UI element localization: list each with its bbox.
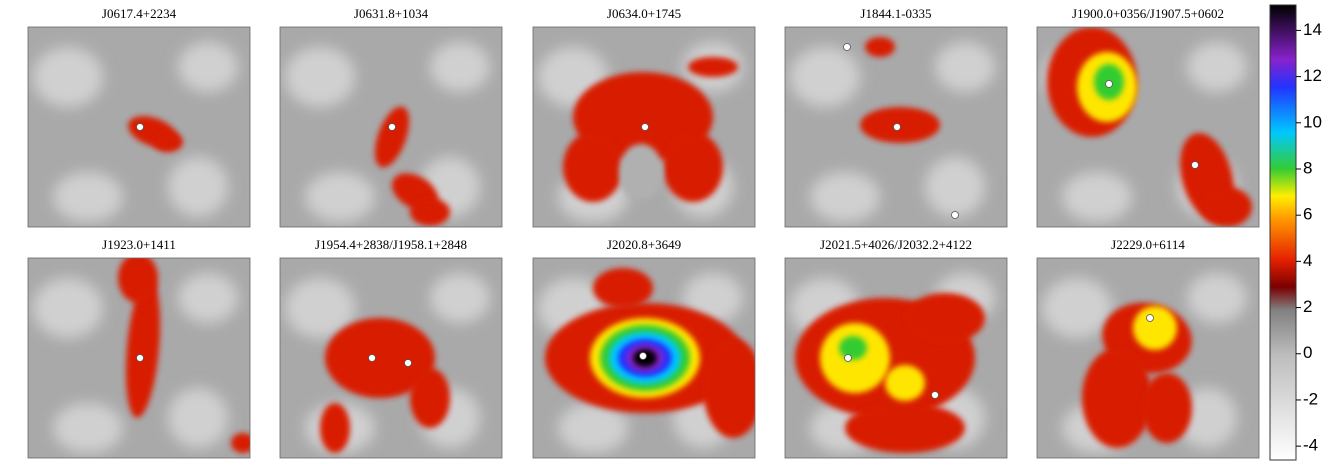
- map-texture: [178, 42, 238, 92]
- colorbar-tick-label: 12: [1303, 66, 1322, 85]
- map-texture: [178, 273, 238, 323]
- map-texture: [1187, 42, 1247, 92]
- excess-region: [845, 403, 965, 453]
- excess-region: [410, 198, 450, 226]
- panel-title: J1923.0+1411: [102, 237, 176, 252]
- panel-title: J2020.8+3649: [607, 237, 681, 252]
- source-marker: [844, 44, 851, 51]
- panel-title: J1900.0+0356/J1907.5+0602: [1072, 6, 1224, 21]
- map-texture: [430, 273, 490, 323]
- map-panel: [280, 27, 502, 227]
- panel-title: J2021.5+4026/J2032.2+4122: [820, 237, 972, 252]
- panel-title: J0617.4+2234: [102, 6, 177, 21]
- map-texture: [33, 278, 103, 338]
- source-marker: [369, 355, 376, 362]
- map-texture: [790, 47, 860, 107]
- map-texture: [810, 172, 880, 222]
- excess-region: [1082, 348, 1152, 448]
- source-marker: [137, 124, 144, 131]
- colorbar: 14 12 10 8 6 4 2 0 -2 -4: [1270, 5, 1322, 460]
- map-panel: [280, 258, 502, 458]
- colorbar-scale: [1270, 5, 1296, 460]
- source-marker: [1147, 315, 1154, 322]
- panel-title: J0634.0+1745: [607, 6, 681, 21]
- source-marker: [642, 124, 649, 131]
- excess-region: [153, 132, 183, 152]
- excess-region: [410, 368, 450, 428]
- excess-region: [1202, 187, 1252, 227]
- colorbar-tick-label: 4: [1303, 251, 1312, 270]
- map: [280, 27, 502, 227]
- map: [28, 253, 255, 458]
- map-texture: [1187, 273, 1247, 323]
- map-texture: [53, 172, 123, 222]
- colorbar-tick-label: 2: [1303, 297, 1312, 316]
- excess-region: [320, 403, 350, 453]
- map-panel: [533, 258, 763, 458]
- map: [280, 258, 502, 458]
- panel-title: J0631.8+1034: [354, 6, 429, 21]
- map: [533, 258, 763, 458]
- excess-region: [118, 253, 158, 303]
- map-texture: [305, 172, 375, 222]
- map-hole: [619, 144, 663, 200]
- map-texture: [1042, 278, 1112, 338]
- source-marker: [1106, 81, 1113, 88]
- panel-title: J1954.4+2838/J1958.1+2848: [315, 237, 467, 252]
- colorbar-tick-label: 14: [1303, 20, 1322, 39]
- map-panel: [28, 253, 255, 458]
- map: [785, 27, 1007, 227]
- map-texture: [168, 157, 228, 217]
- excess-core: [885, 365, 925, 401]
- map-panel: [28, 27, 250, 227]
- source-marker: [845, 355, 852, 362]
- panel-title: J2229.0+6114: [1111, 237, 1185, 252]
- excess-region: [905, 293, 985, 343]
- source-marker: [894, 124, 901, 131]
- map-panel: [785, 27, 1007, 227]
- map: [28, 27, 250, 227]
- excess-region: [231, 433, 255, 453]
- source-marker: [932, 392, 939, 399]
- colorbar-tick-label: 0: [1303, 343, 1312, 362]
- source-marker: [640, 353, 647, 360]
- map-panel: [533, 27, 755, 227]
- map-texture: [168, 388, 228, 448]
- excess-core: [839, 336, 867, 360]
- map-texture: [285, 47, 355, 107]
- source-marker: [389, 124, 396, 131]
- colorbar-tick-label: -4: [1303, 436, 1318, 455]
- map-texture: [53, 403, 123, 453]
- map-texture: [33, 47, 103, 107]
- excess-region: [688, 57, 738, 77]
- map: [533, 27, 755, 227]
- colorbar-tick-label: 8: [1303, 158, 1312, 177]
- map-texture: [935, 42, 995, 92]
- panel-title: J1844.1-0335: [860, 6, 931, 21]
- excess-core: [1133, 306, 1177, 350]
- source-marker: [137, 355, 144, 362]
- excess-region: [593, 268, 653, 308]
- map-panel: [785, 258, 1007, 458]
- map-texture: [430, 42, 490, 92]
- source-marker: [952, 212, 959, 219]
- excess-region: [703, 338, 763, 438]
- colorbar-tick-label: 6: [1303, 205, 1312, 224]
- map-panel: [1037, 258, 1259, 458]
- excess-region: [663, 132, 723, 202]
- map: [785, 258, 1007, 458]
- map: [1037, 27, 1259, 227]
- map-texture: [1062, 172, 1132, 222]
- colorbar-tick-label: -2: [1303, 389, 1318, 408]
- map: [1037, 258, 1259, 458]
- figure: J0617.4+2234 J0631.8+1034 J0634.0+1745 J184…: [0, 0, 1331, 465]
- excess-region: [563, 132, 623, 202]
- map-texture: [925, 157, 985, 217]
- colorbar-tick-label: 10: [1303, 112, 1322, 131]
- map-panel: [1037, 27, 1259, 227]
- excess-region: [1142, 373, 1192, 443]
- source-marker: [405, 360, 412, 367]
- excess-region: [865, 37, 895, 57]
- source-marker: [1192, 162, 1199, 169]
